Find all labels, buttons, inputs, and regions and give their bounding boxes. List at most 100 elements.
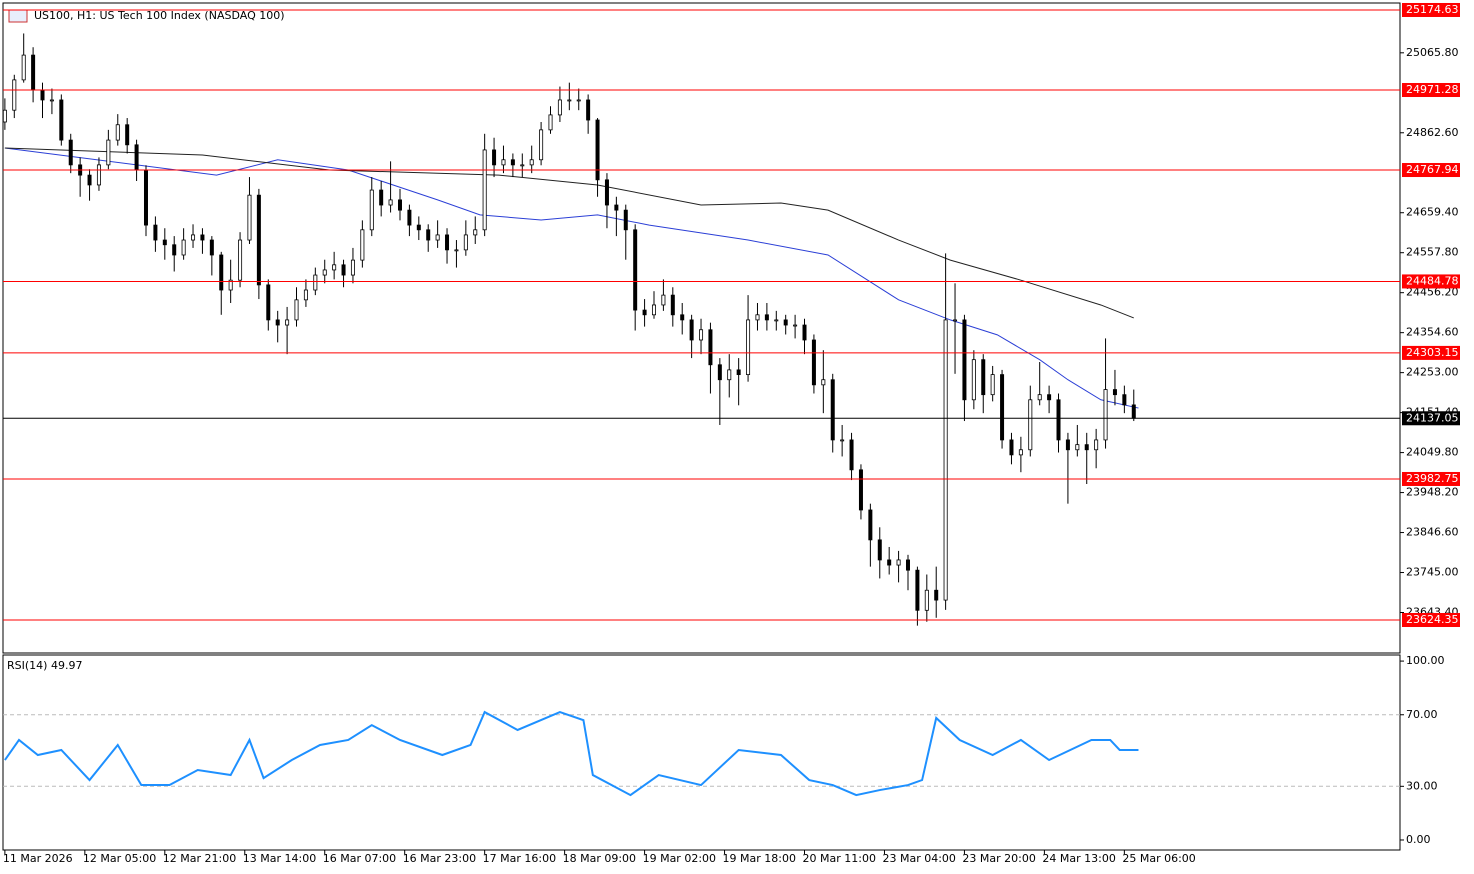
candle-body <box>275 319 280 326</box>
price-panel <box>2 2 1401 654</box>
candle-body <box>774 319 779 322</box>
candle-body <box>727 369 732 381</box>
candle-body <box>680 314 685 321</box>
candle-body <box>322 269 327 276</box>
x-tick-label: 17 Mar 16:00 <box>483 852 556 865</box>
y-tick-label: 100.00 <box>1406 654 1445 667</box>
rsi-panel <box>2 654 1401 851</box>
candle-body <box>40 89 45 101</box>
candle-body <box>868 509 873 541</box>
candle-body <box>454 249 459 252</box>
candle-body <box>699 329 704 341</box>
candle-body <box>604 179 609 206</box>
x-tick-label: 23 Mar 04:00 <box>882 852 955 865</box>
x-tick-label: 11 Mar 2026 <box>3 852 73 865</box>
candle-body <box>642 309 647 316</box>
x-tick-label: 24 Mar 13:00 <box>1042 852 1115 865</box>
candle-body <box>482 149 487 231</box>
candle-body <box>200 234 205 241</box>
candle-body <box>661 294 666 306</box>
candle-body <box>623 209 628 231</box>
candle-body <box>1094 439 1099 451</box>
candle-body <box>125 124 130 146</box>
x-tick-label: 13 Mar 14:00 <box>243 852 316 865</box>
candle-body <box>332 264 337 271</box>
rsi-title: RSI(14) 49.97 <box>7 659 82 672</box>
candle-body <box>407 209 412 226</box>
y-tick-label: 70.00 <box>1406 708 1438 721</box>
candle-body <box>96 164 101 186</box>
candle-body <box>1084 444 1089 451</box>
level-label-bg <box>1402 2 1460 17</box>
candle-body <box>529 159 534 166</box>
x-tick-label: 19 Mar 02:00 <box>643 852 716 865</box>
candle-body <box>191 234 196 241</box>
chart-title: US100, H1: US Tech 100 Index (NASDAQ 100… <box>34 9 285 22</box>
candle-body <box>1065 439 1070 451</box>
candle-body <box>586 99 591 121</box>
x-tick-label: 18 Mar 09:00 <box>563 852 636 865</box>
candle-body <box>416 224 421 231</box>
candle-body <box>313 274 318 291</box>
candle-body <box>783 319 788 326</box>
candle-body <box>106 139 111 166</box>
level-label-bg <box>1402 471 1460 486</box>
y-tick-label: 0.00 <box>1406 833 1431 846</box>
candle-body <box>1018 449 1023 456</box>
y-tick-label: 24456.20 <box>1406 286 1459 299</box>
candle-body <box>435 234 440 241</box>
candle-body <box>557 99 562 116</box>
candle-body <box>463 234 468 251</box>
candle-body <box>689 319 694 341</box>
candle-body <box>510 159 515 166</box>
candle-body <box>905 559 910 571</box>
candle-body <box>614 204 619 211</box>
candle-body <box>1000 374 1005 441</box>
candle-body <box>303 289 308 301</box>
candle-body <box>2 109 7 123</box>
candle-body <box>971 359 976 401</box>
x-tick-label: 16 Mar 07:00 <box>323 852 396 865</box>
moving-average <box>4 147 1139 409</box>
y-tick-label: 24557.80 <box>1406 246 1459 259</box>
candle-body <box>915 569 920 611</box>
candle-body <box>548 114 553 131</box>
candle-body <box>764 314 769 321</box>
level-label-bg <box>1402 83 1460 98</box>
candle-body <box>294 299 299 321</box>
y-tick-label: 24253.00 <box>1406 366 1459 379</box>
candle-body <box>115 124 120 141</box>
candle-body <box>12 79 17 111</box>
candle-body <box>708 329 713 366</box>
y-tick-label: 30.00 <box>1406 779 1438 792</box>
candle-body <box>209 239 214 256</box>
candle-body <box>793 324 798 327</box>
candle-body <box>379 189 384 206</box>
level-label: 25174.63 <box>1406 3 1459 16</box>
y-tick-label: 24862.60 <box>1406 126 1459 139</box>
candle-body <box>501 159 506 166</box>
level-label-bg <box>1402 613 1460 628</box>
candle-body <box>256 194 261 286</box>
candle-body <box>59 99 64 141</box>
candle-body <box>849 439 854 471</box>
candle-body <box>830 379 835 441</box>
y-tick-label: 23745.00 <box>1406 566 1459 579</box>
candle-body <box>755 314 760 321</box>
candle-body <box>68 139 73 166</box>
candle-body <box>1075 444 1080 451</box>
candle-body <box>962 319 967 401</box>
x-tick-label: 16 Mar 23:00 <box>403 852 476 865</box>
x-tick-label: 23 Mar 20:00 <box>962 852 1035 865</box>
level-label: 24767.94 <box>1406 163 1459 176</box>
candle-body <box>134 144 139 171</box>
candle-body <box>1047 394 1052 401</box>
candle-body <box>736 369 741 376</box>
candle-body <box>520 164 525 167</box>
x-tick-label: 20 Mar 11:00 <box>803 852 876 865</box>
candle-body <box>49 99 54 102</box>
candle-body <box>350 259 355 276</box>
candle-body <box>21 54 26 81</box>
candle-body <box>858 469 863 511</box>
